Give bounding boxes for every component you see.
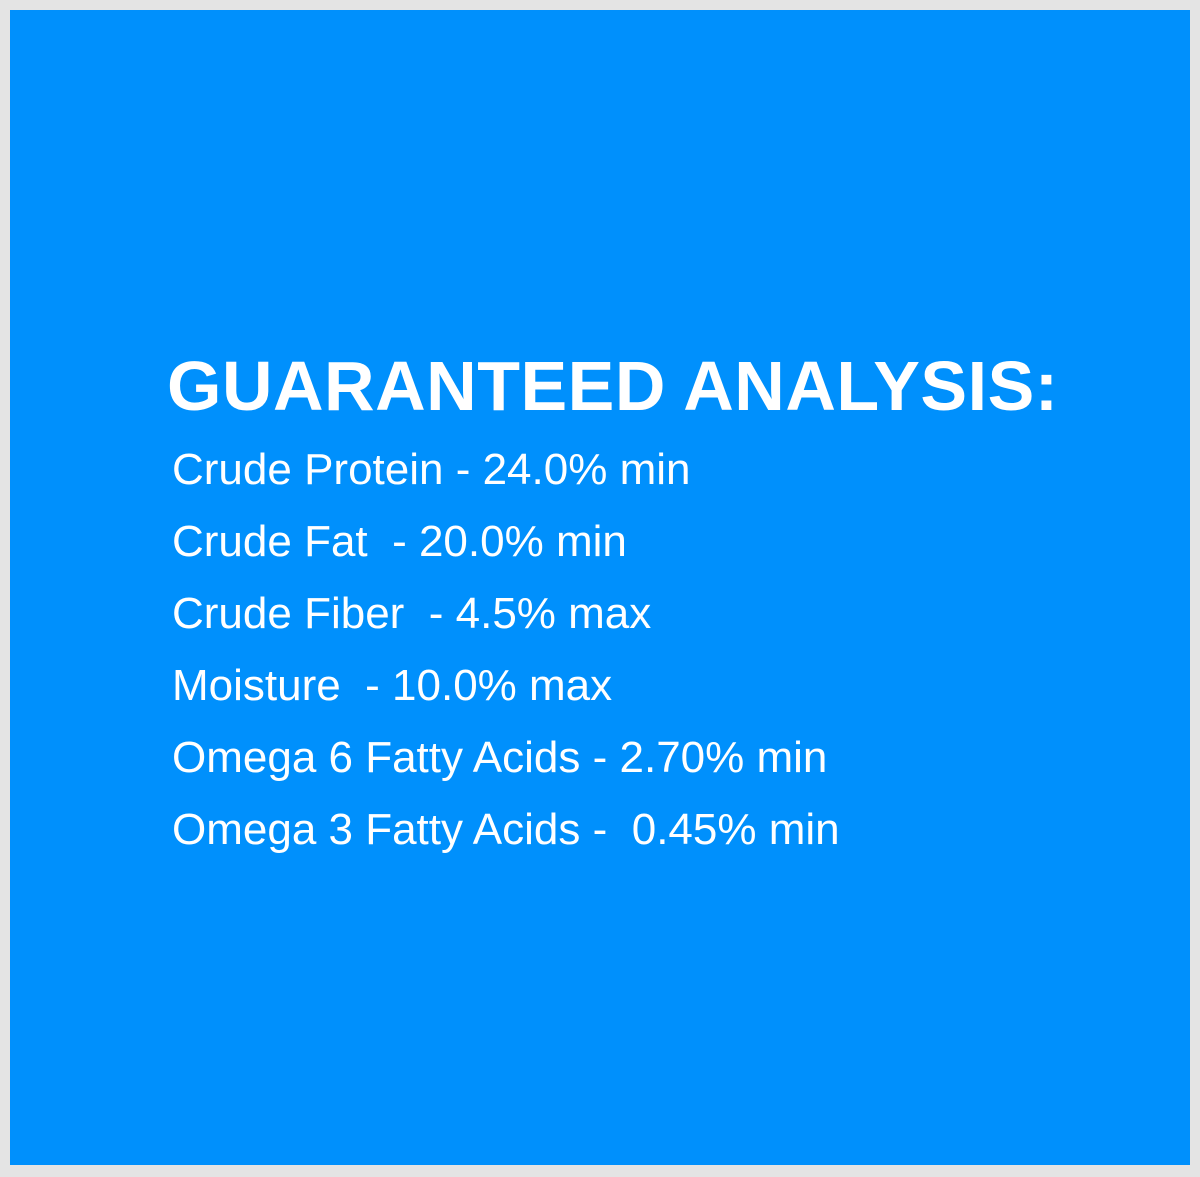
page-title: GUARANTEED ANALYSIS:	[167, 347, 1059, 425]
list-item-moisture: Moisture - 10.0% max	[172, 661, 613, 710]
list-item-crude-protein: Crude Protein - 24.0% min	[172, 445, 691, 494]
list-item-crude-fiber: Crude Fiber - 4.5% max	[172, 589, 652, 638]
list-item-omega-6: Omega 6 Fatty Acids - 2.70% min	[172, 733, 828, 782]
list-item-omega-3: Omega 3 Fatty Acids - 0.45% min	[172, 805, 840, 854]
analysis-list: Crude Protein - 24.0% min Crude Fat - 20…	[172, 434, 840, 866]
analysis-panel: GUARANTEED ANALYSIS: Crude Protein - 24.…	[10, 10, 1190, 1165]
list-item-crude-fat: Crude Fat - 20.0% min	[172, 517, 627, 566]
